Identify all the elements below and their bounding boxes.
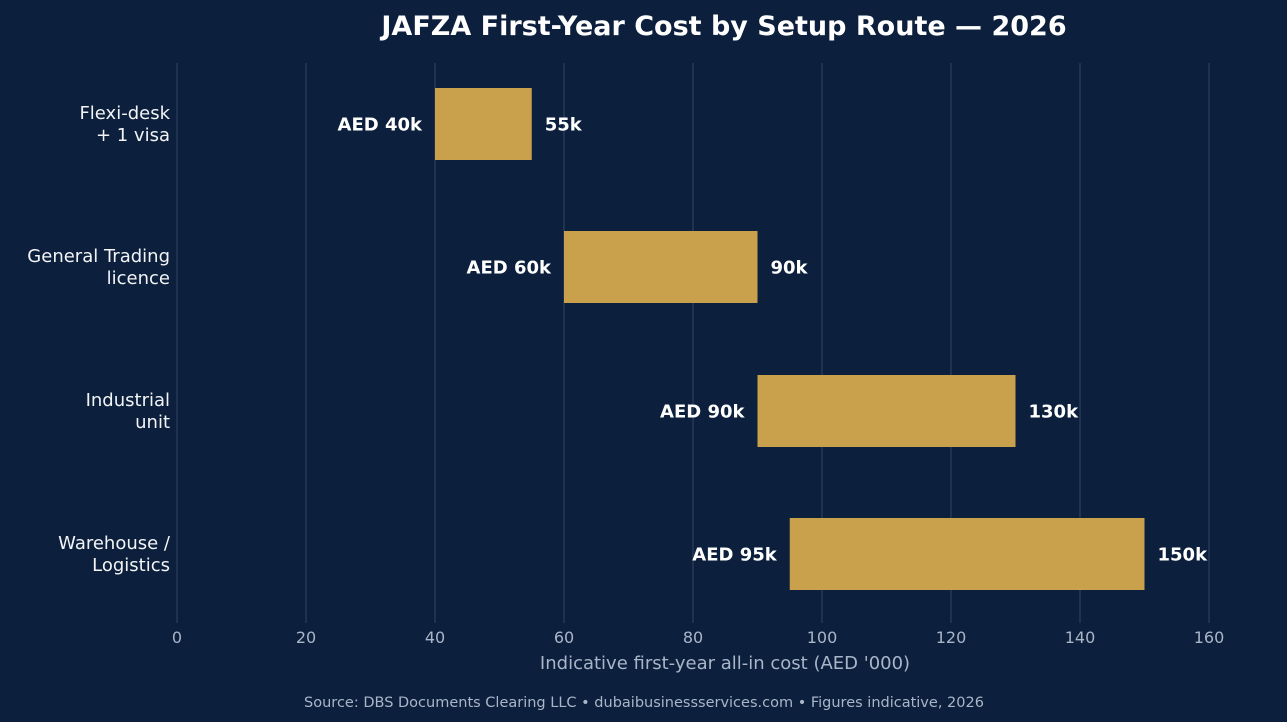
- category-labels: Flexi-desk + 1 visa General Trading licence…: [27, 103, 171, 576]
- tick-label-x-100: 100: [807, 628, 838, 647]
- bar-low-label-2: AED 90k: [660, 402, 745, 423]
- source-note: Source: DBS Documents Clearing LLC • dub…: [304, 695, 984, 711]
- tick-label-x-0: 0: [172, 628, 182, 647]
- bar-0: [435, 88, 532, 160]
- tick-label-x-80: 80: [683, 628, 703, 647]
- category-label-line: Flexi-desk: [79, 103, 170, 124]
- category-label-3: Warehouse / Logistics: [58, 533, 171, 576]
- bar-low-label-0: AED 40k: [338, 115, 423, 136]
- category-label-line: General Trading: [27, 246, 170, 267]
- bar-1: [564, 231, 758, 303]
- category-label-1: General Trading licence: [27, 246, 170, 289]
- bar-high-label-0: 55k: [545, 115, 583, 136]
- category-label-line: Industrial: [86, 390, 170, 411]
- tick-label-x-40: 40: [425, 628, 445, 647]
- x-axis-title: Indicative first-year all-in cost (AED '…: [540, 653, 910, 674]
- category-label-line: + 1 visa: [96, 125, 170, 146]
- bar-3: [789, 518, 1145, 590]
- category-label-2: Industrial unit: [86, 390, 170, 433]
- bar-low-label-3: AED 95k: [692, 545, 777, 566]
- tick-label-x-120: 120: [936, 628, 967, 647]
- tick-label-x-160: 160: [1194, 628, 1225, 647]
- bar-high-label-3: 150k: [1158, 545, 1209, 566]
- bar-high-label-2: 130k: [1029, 402, 1080, 423]
- tick-label-x-60: 60: [554, 628, 574, 647]
- tick-label-x-20: 20: [296, 628, 316, 647]
- tick-label-x-140: 140: [1065, 628, 1096, 647]
- bar-high-label-1: 90k: [771, 258, 809, 279]
- category-label-line: unit: [135, 412, 170, 433]
- chart-title: JAFZA First-Year Cost by Setup Route — 2…: [379, 11, 1066, 42]
- category-label-line: licence: [107, 268, 170, 289]
- bar-2: [757, 375, 1016, 447]
- category-label-line: Logistics: [92, 555, 170, 576]
- x-axis-ticks: 0 20 40 60 80 100 120 140 160: [172, 618, 1224, 647]
- category-label-0: Flexi-desk + 1 visa: [79, 103, 170, 146]
- bar-low-label-1: AED 60k: [467, 258, 552, 279]
- bars: AED 40k 55k AED 60k 90k AED 90k 130k AED 95k 15…: [338, 88, 1209, 590]
- category-label-line: Warehouse /: [58, 533, 171, 554]
